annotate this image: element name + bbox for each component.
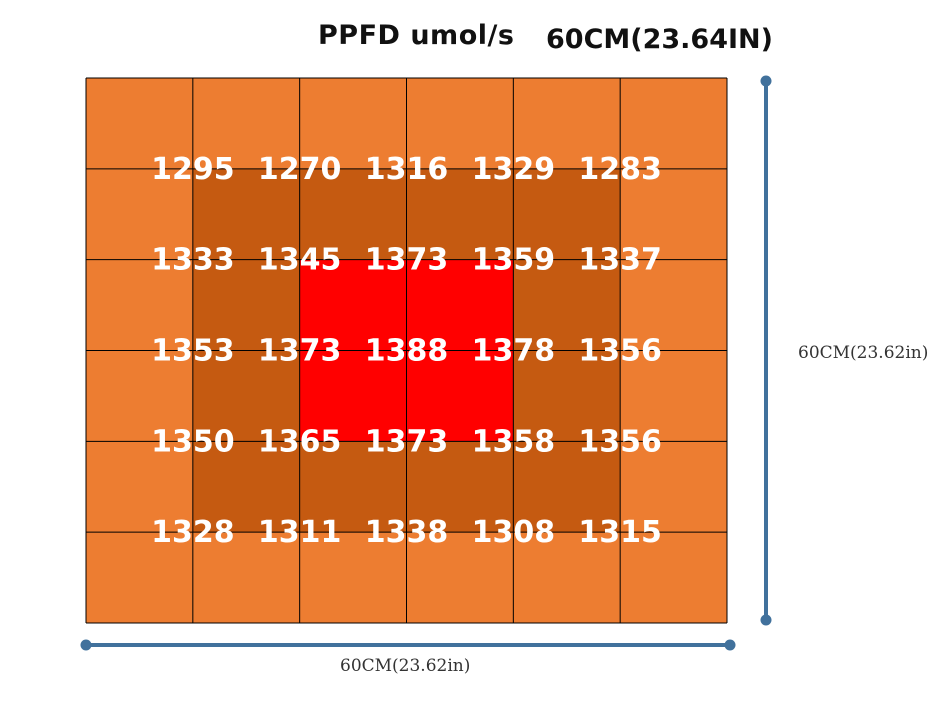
ppfd-value-3-4: 1356 bbox=[578, 424, 662, 459]
ppfd-value-2-4: 1356 bbox=[578, 334, 662, 369]
heatmap-cell-2-1 bbox=[192, 259, 300, 351]
heatmap-cell-3-2 bbox=[299, 350, 407, 442]
heatmap-cell-4-0 bbox=[86, 441, 193, 533]
heatmap-cell-3-5 bbox=[620, 350, 727, 442]
heatmap-cell-5-2 bbox=[299, 532, 407, 623]
heatmap-cell-2-3 bbox=[406, 259, 514, 351]
heatmap-cell-5-5 bbox=[620, 532, 727, 623]
ppfd-value-1-3: 1359 bbox=[472, 243, 556, 278]
right-dimension-bottom-cap bbox=[760, 614, 772, 626]
heatmap-cell-1-5 bbox=[620, 168, 727, 260]
ppfd-value-4-3: 1308 bbox=[472, 515, 556, 550]
chart-title: PPFD umol/s bbox=[318, 20, 515, 51]
ppfd-value-1-2: 1373 bbox=[365, 243, 449, 278]
ppfd-value-4-2: 1338 bbox=[365, 515, 449, 550]
ppfd-value-1-1: 1345 bbox=[258, 243, 342, 278]
ppfd-value-4-1: 1311 bbox=[258, 515, 342, 550]
heatmap-cell-4-5 bbox=[620, 441, 727, 533]
ppfd-value-0-3: 1329 bbox=[472, 152, 556, 187]
heatmap-cell-2-0 bbox=[86, 259, 193, 351]
ppfd-value-0-2: 1316 bbox=[365, 152, 449, 187]
ppfd-value-0-0: 1295 bbox=[151, 152, 235, 187]
heatmap-cell-0-1 bbox=[192, 78, 300, 169]
ppfd-value-1-4: 1337 bbox=[578, 243, 662, 278]
ppfd-value-2-1: 1373 bbox=[258, 334, 342, 369]
top-dimension-label: 60CM(23.64IN) bbox=[546, 24, 773, 55]
right-dimension-label: 60CM(23.62in) bbox=[798, 343, 929, 363]
heatmap-cell-1-1 bbox=[192, 168, 300, 260]
heatmap-cell-5-4 bbox=[513, 532, 621, 623]
heatmap-cell-1-3 bbox=[406, 168, 514, 260]
bottom-dimension-left-cap bbox=[80, 639, 92, 651]
ppfd-value-0-4: 1283 bbox=[578, 152, 662, 187]
ppfd-value-2-2: 1388 bbox=[365, 334, 449, 369]
ppfd-value-2-3: 1378 bbox=[472, 334, 556, 369]
heatmap-cell-1-2 bbox=[299, 168, 407, 260]
heatmap-cell-1-0 bbox=[86, 168, 193, 260]
heatmap-cell-0-5 bbox=[620, 78, 727, 169]
heatmap-cell-4-1 bbox=[192, 441, 300, 533]
heatmap-cell-2-5 bbox=[620, 259, 727, 351]
heatmap-cell-3-4 bbox=[513, 350, 621, 442]
heatmap-cell-3-1 bbox=[192, 350, 300, 442]
heatmap-cell-0-4 bbox=[513, 78, 621, 169]
heatmap-cell-4-3 bbox=[406, 441, 514, 533]
ppfd-value-3-1: 1365 bbox=[258, 424, 342, 459]
heatmap-cell-2-4 bbox=[513, 259, 621, 351]
right-dimension-top-cap bbox=[760, 75, 772, 87]
ppfd-value-0-1: 1270 bbox=[258, 152, 342, 187]
heatmap-cell-3-3 bbox=[406, 350, 514, 442]
heatmap-cell-5-3 bbox=[406, 532, 514, 623]
heatmap-cell-0-2 bbox=[299, 78, 407, 169]
heatmap-cell-2-2 bbox=[299, 259, 407, 351]
heatmap-cell-0-0 bbox=[86, 78, 193, 169]
heatmap-cell-5-0 bbox=[86, 532, 193, 623]
bottom-dimension-right-cap bbox=[724, 639, 736, 651]
heatmap-cell-0-3 bbox=[406, 78, 514, 169]
heatmap-cell-4-4 bbox=[513, 441, 621, 533]
heatmap-cell-4-2 bbox=[299, 441, 407, 533]
heatmap-cell-1-4 bbox=[513, 168, 621, 260]
heatmap-cell-5-1 bbox=[192, 532, 300, 623]
ppfd-value-4-0: 1328 bbox=[151, 515, 235, 550]
ppfd-value-3-2: 1373 bbox=[365, 424, 449, 459]
heatmap-cell-3-0 bbox=[86, 350, 193, 442]
ppfd-value-4-4: 1315 bbox=[578, 515, 662, 550]
ppfd-value-3-0: 1350 bbox=[151, 424, 235, 459]
bottom-dimension-label: 60CM(23.62in) bbox=[340, 656, 471, 676]
ppfd-value-1-0: 1333 bbox=[151, 243, 235, 278]
ppfd-value-2-0: 1353 bbox=[151, 334, 235, 369]
ppfd-value-3-3: 1358 bbox=[472, 424, 556, 459]
